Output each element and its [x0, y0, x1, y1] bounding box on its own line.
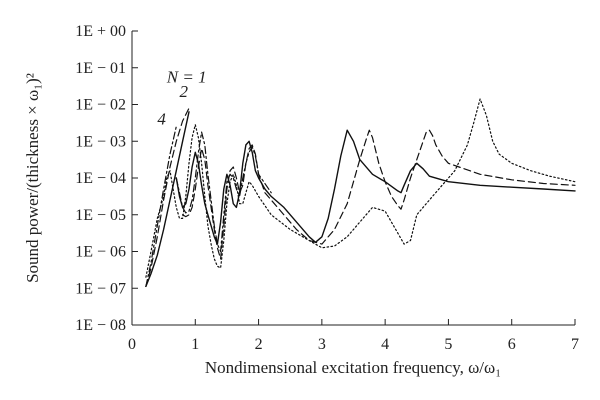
curve-labels: N = 124	[157, 67, 206, 128]
x-axis-ticks: 0 1 2 3 4 5 6 7	[128, 319, 579, 353]
y-tick-label: 1E − 08	[75, 317, 126, 334]
curves	[145, 98, 576, 288]
x-tick-label: 2	[255, 336, 263, 353]
y-tick-label: 1E − 03	[75, 133, 126, 150]
x-tick-label: 5	[444, 336, 452, 353]
x-tick-label: 3	[318, 336, 326, 353]
x-tick-label: 1	[191, 336, 199, 353]
curve-label: 2	[179, 82, 188, 101]
y-axis-ticks: 1E + 00 1E − 01 1E − 02 1E − 03 1E − 04 1E − …	[75, 23, 138, 334]
y-tick-label: 1E − 06	[75, 244, 126, 261]
series-line-dashed-1	[182, 129, 576, 260]
y-axis-title: Sound power/(thickness × ω₁)²	[23, 73, 42, 283]
series-line-solid-0	[145, 111, 190, 288]
x-tick-label: 0	[128, 336, 136, 353]
y-tick-label: 1E − 04	[75, 170, 126, 187]
x-tick-label: 6	[508, 336, 516, 353]
y-tick-label: 1E − 02	[75, 97, 126, 114]
curve-label: N = 1	[166, 67, 207, 86]
y-tick-label: 1E − 07	[75, 280, 126, 297]
x-axis-title: Nondimensional excitation frequency, ω/ω…	[205, 358, 501, 377]
y-tick-label: 1E − 05	[75, 207, 126, 224]
y-tick-label: 1E + 00	[75, 23, 126, 40]
series-line-dash-dot-0	[145, 125, 177, 287]
series-line-dotted-0	[145, 98, 576, 278]
series-line-dash-dot-1	[175, 131, 272, 253]
curve-label: 4	[157, 110, 166, 129]
x-tick-label: 7	[571, 336, 579, 353]
y-tick-label: 1E − 01	[75, 60, 126, 77]
series-line-dashed-0	[145, 107, 190, 287]
x-tick-label: 4	[381, 336, 389, 353]
